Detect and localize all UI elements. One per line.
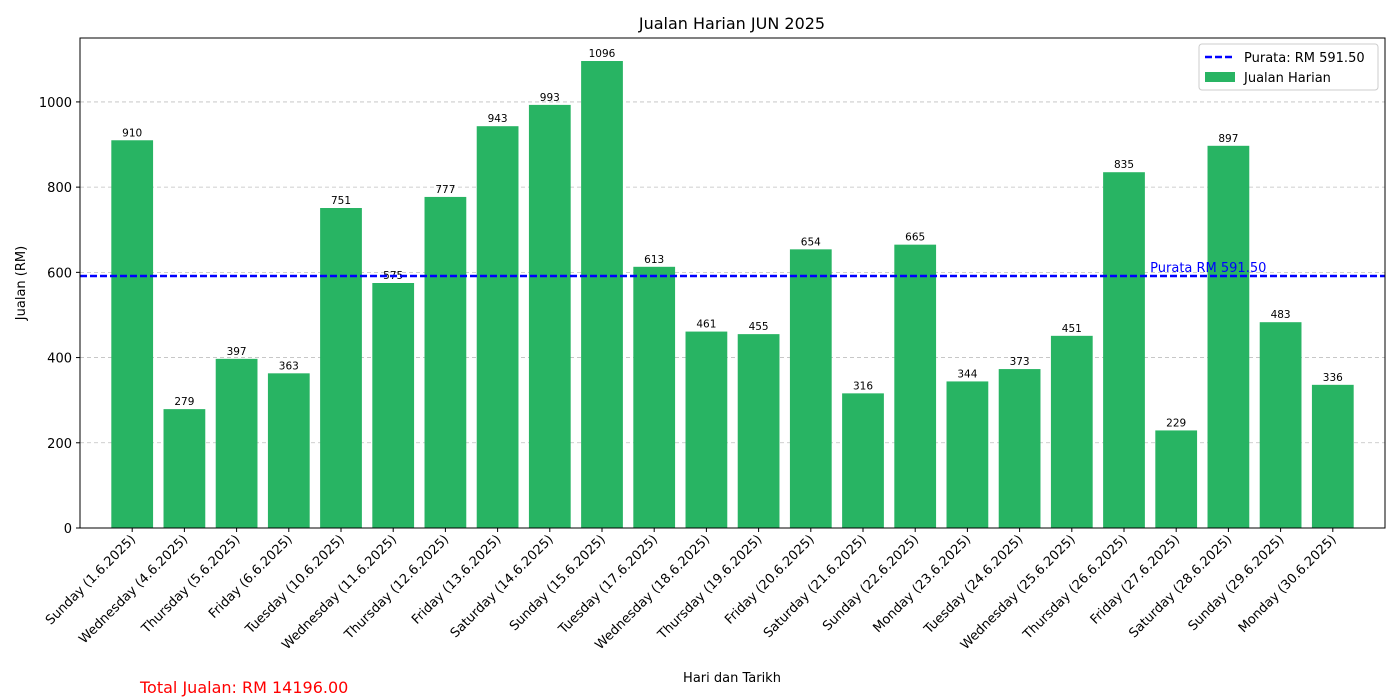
bar — [111, 140, 154, 528]
y-tick-label: 400 — [47, 352, 72, 367]
x-tick-label: Monday (30.6.2025) — [1236, 532, 1340, 636]
x-tick-label: Tuesday (17.6.2025) — [555, 532, 661, 638]
legend-bar-label: Jualan Harian — [1243, 71, 1331, 86]
x-tick-label: Saturday (21.6.2025) — [761, 532, 870, 641]
bar-value-label: 654 — [801, 236, 821, 248]
bar — [424, 196, 467, 529]
bar-value-label: 483 — [1271, 309, 1291, 321]
bar-value-label: 373 — [1010, 356, 1030, 368]
y-tick-label: 0 — [64, 522, 72, 537]
x-axis-label: Hari dan Tarikh — [683, 671, 781, 686]
x-tick-label: Wednesday (4.6.2025) — [76, 532, 191, 647]
bar — [1050, 335, 1093, 528]
x-tick-label: Friday (27.6.2025) — [1088, 532, 1183, 627]
bar-value-label: 993 — [540, 92, 560, 104]
x-tick-label: Thursday (12.6.2025) — [341, 532, 452, 643]
bar-value-label: 344 — [957, 368, 977, 380]
total-sales-text: Total Jualan: RM 14196.00 — [139, 678, 348, 697]
bar-value-label: 397 — [227, 346, 247, 358]
y-axis: 0 200 400 600 800 1000 — [39, 96, 80, 537]
x-tick-label: Sunday (29.6.2025) — [1186, 532, 1288, 634]
bar — [1259, 322, 1302, 528]
y-tick-label: 800 — [47, 181, 72, 196]
bar-value-label: 279 — [174, 396, 194, 408]
bar-value-label: 910 — [122, 127, 142, 139]
bar — [1207, 145, 1250, 529]
bar — [528, 104, 571, 528]
x-tick-label: Thursday (26.6.2025) — [1020, 532, 1131, 643]
y-tick-label: 200 — [47, 437, 72, 452]
x-tick-label: Thursday (19.6.2025) — [654, 532, 765, 643]
bar-value-label: 613 — [644, 254, 664, 266]
bar — [1155, 430, 1198, 528]
bar-value-label: 363 — [279, 360, 299, 372]
x-tick-label: Tuesday (10.6.2025) — [242, 532, 348, 638]
legend-average-label: Purata: RM 591.50 — [1244, 51, 1365, 66]
x-axis: Sunday (1.6.2025)Wednesday (4.6.2025)Thu… — [43, 528, 1340, 653]
legend: Purata: RM 591.50 Jualan Harian — [1198, 43, 1379, 91]
bar — [737, 334, 780, 528]
bar — [1103, 172, 1145, 528]
chart-title: Jualan Harian JUN 2025 — [638, 14, 825, 33]
bar-value-label: 316 — [853, 380, 873, 392]
x-tick-label: Sunday (1.6.2025) — [43, 532, 139, 628]
bar-value-label: 943 — [488, 113, 508, 125]
x-tick-label: Monday (23.6.2025) — [870, 532, 974, 636]
plot-frame — [79, 37, 1386, 529]
x-tick-label: Sunday (15.6.2025) — [507, 532, 609, 634]
bar — [946, 381, 989, 528]
bars — [111, 61, 1354, 529]
bar-value-label: 835 — [1114, 159, 1134, 171]
bar — [372, 283, 415, 528]
bar — [320, 208, 362, 528]
bar — [1311, 384, 1354, 528]
bar — [476, 126, 519, 528]
bar-value-label: 461 — [696, 319, 716, 331]
x-tick-label: Saturday (14.6.2025) — [448, 532, 557, 641]
x-tick-label: Thursday (5.6.2025) — [138, 532, 243, 637]
bar — [581, 61, 623, 528]
bar — [633, 266, 676, 528]
average-line-group: Purata RM 591.50 — [80, 261, 1385, 278]
y-tick-label: 1000 — [39, 96, 72, 111]
x-tick-label: Friday (20.6.2025) — [722, 532, 817, 627]
legend-box — [1198, 43, 1379, 91]
bar — [894, 244, 937, 529]
x-tick-label: Friday (13.6.2025) — [409, 532, 504, 627]
bar-value-label: 1096 — [589, 48, 616, 60]
bar-value-label: 777 — [435, 184, 455, 196]
x-tick-label: Tuesday (24.6.2025) — [921, 532, 1027, 638]
bar — [163, 409, 206, 528]
bar — [789, 249, 832, 529]
bar — [998, 369, 1041, 528]
bar-value-label: 897 — [1218, 133, 1238, 145]
y-axis-label: Jualan (RM) — [14, 246, 29, 321]
x-tick-label: Sunday (22.6.2025) — [820, 532, 922, 634]
bar-value-label: 229 — [1166, 417, 1186, 429]
bar — [842, 393, 884, 528]
legend-bar-swatch — [1205, 72, 1235, 82]
bar — [215, 358, 258, 528]
bar-value-label: 451 — [1062, 323, 1082, 335]
bar — [267, 373, 310, 528]
x-tick-label: Saturday (28.6.2025) — [1126, 532, 1235, 641]
bar-value-label: 751 — [331, 195, 351, 207]
bar — [685, 331, 728, 528]
bar-value-label: 455 — [749, 321, 769, 333]
average-annotation: Purata RM 591.50 — [1150, 261, 1266, 276]
y-tick-label: 600 — [47, 266, 72, 281]
bar-value-label: 665 — [905, 232, 925, 244]
bar-value-label: 336 — [1323, 372, 1343, 384]
